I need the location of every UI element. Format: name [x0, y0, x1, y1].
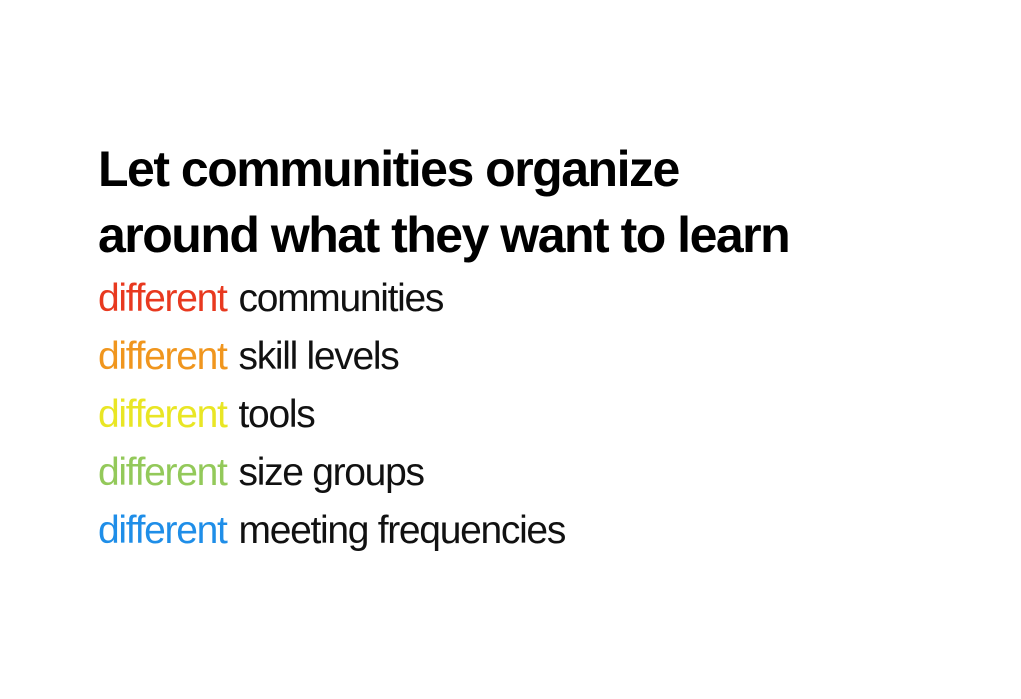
item-text: tools — [238, 393, 316, 436]
accent-word: different — [98, 335, 228, 378]
item-text: communities — [238, 277, 445, 320]
bullet-list: different communities different skill leve… — [98, 270, 998, 560]
title-line-1: Let communities organize — [98, 141, 680, 197]
title-line-2: around what they want to learn — [98, 207, 791, 263]
list-item: different skill levels — [98, 328, 998, 386]
list-item: different tools — [98, 386, 998, 444]
item-text: size groups — [238, 451, 425, 494]
item-text: skill levels — [238, 335, 400, 378]
slide: Let communities organize around what the… — [98, 136, 998, 560]
list-item: different meeting frequencies — [98, 502, 998, 560]
accent-word: different — [98, 451, 228, 494]
list-item: different size groups — [98, 444, 998, 502]
accent-word: different — [98, 277, 228, 320]
accent-word: different — [98, 393, 228, 436]
accent-word: different — [98, 509, 228, 552]
slide-title: Let communities organize around what the… — [98, 136, 998, 268]
item-text: meeting frequencies — [238, 509, 567, 552]
list-item: different communities — [98, 270, 998, 328]
